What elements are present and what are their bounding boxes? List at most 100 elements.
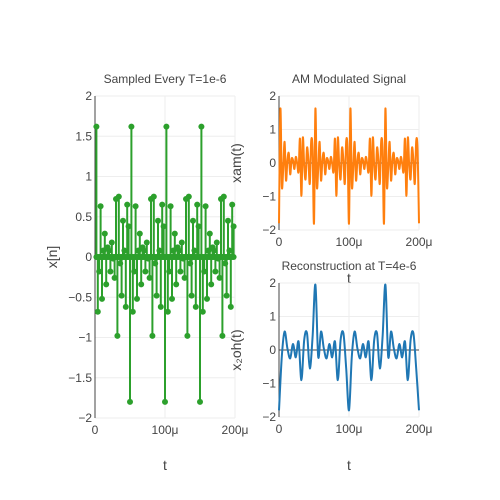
sampled-stem-marker (204, 295, 210, 302)
sampled-x-tick-label: 100μ (152, 423, 179, 437)
sampled-stem-marker (163, 123, 170, 130)
sampled-stem-marker (131, 268, 138, 275)
sampled-y-tick-label: 1.5 (75, 129, 92, 143)
sampled-subplot: Sampled Every T=1e-6 t x[n] 0 100μ 200μ −2 −… (44, 72, 249, 473)
sampled-stem-marker (156, 247, 163, 254)
am-line (278, 107, 420, 225)
sampled-stem-marker (96, 268, 103, 275)
sampled-stem-marker (162, 398, 168, 405)
sampled-tick-labels: 0 100μ 200μ −2 −1.5 −1 −0.5 0 0.5 1 1.5 2 (68, 89, 248, 437)
sampled-stem-marker (99, 295, 105, 302)
sampled-stem-marker (164, 308, 171, 315)
reconstruction-y-tick-label: 1 (269, 310, 276, 324)
sampled-y-tick-label: 1 (85, 170, 92, 184)
sampled-x-label: t (163, 457, 167, 473)
sampled-stem-marker (176, 247, 182, 254)
sampled-stem-marker (106, 247, 112, 254)
sampled-stem-marker (153, 292, 160, 299)
sampled-stem-marker (211, 247, 217, 254)
sampled-stem-marker (136, 230, 143, 237)
am-y-tick-label: −1 (262, 190, 276, 204)
am-y-tick-label: 1 (269, 123, 276, 137)
sampled-stem-marker (142, 268, 149, 275)
am-subplot: AM Modulated Signal xam(t) t 0 100μ 200μ −2… (228, 72, 433, 286)
sampled-stem-marker (143, 239, 150, 246)
am-x-tick-label: 200μ (406, 235, 433, 249)
am-x-label: t (347, 270, 351, 286)
sampled-x-tick-label: 200μ (222, 423, 249, 437)
sampled-stem-marker (229, 201, 236, 208)
sampled-stem-marker (103, 281, 110, 288)
sampled-y-tick-label: 0 (85, 250, 92, 264)
sampled-stem-marker (202, 203, 209, 210)
reconstruction-x-tick-label: 100μ (336, 422, 363, 436)
reconstruction-subplot: Reconstruction at T=4e-6 x₂oh(t) t 0 100μ… (228, 259, 433, 473)
sampled-stem-marker (216, 274, 223, 281)
sampled-title: Sampled Every T=1e-6 (104, 72, 227, 86)
sampled-stem-marker (171, 230, 178, 237)
reconstruction-y-tick-label: 0 (269, 343, 276, 357)
sampled-stem-marker (115, 193, 122, 200)
sampled-stem-marker (223, 292, 230, 299)
am-y-tick-label: −2 (262, 223, 276, 237)
sampled-stem-marker (141, 247, 147, 254)
sampled-stem-marker (120, 217, 126, 224)
sampled-stem-marker (118, 292, 125, 299)
sampled-stem-marker (157, 303, 164, 310)
sampled-stem-marker (121, 247, 128, 254)
sampled-stem-marker (93, 123, 100, 130)
sampled-stem-marker (167, 203, 174, 210)
sampled-stem-marker (129, 308, 136, 315)
sampled-series (93, 123, 237, 405)
sampled-stem-marker (220, 193, 227, 200)
am-x-tick-label: 100μ (336, 235, 363, 249)
sampled-stem-marker (184, 332, 191, 339)
sampled-stem-marker (107, 268, 114, 275)
sampled-stem-marker (230, 223, 237, 230)
sampled-stem-marker (212, 268, 219, 275)
sampled-stem-marker (132, 203, 139, 210)
reconstruction-x-label: t (347, 457, 351, 473)
sampled-y-tick-label: −1 (78, 331, 92, 345)
sampled-stem-marker (178, 239, 185, 246)
sampled-stem-marker (206, 230, 213, 237)
sampled-stem-marker (199, 308, 206, 315)
sampled-stem-marker (160, 223, 167, 230)
sampled-stem-marker (111, 274, 118, 281)
sampled-y-label: x[n] (44, 246, 60, 269)
sampled-y-tick-label: −1.5 (68, 371, 92, 385)
sampled-stem-marker (208, 281, 215, 288)
am-series (278, 107, 420, 225)
sampled-stem-marker (181, 274, 188, 281)
sampled-stem-marker (226, 247, 233, 254)
sampled-stem-marker (192, 303, 199, 310)
am-y-label: xam(t) (228, 143, 244, 183)
sampled-stem-marker (97, 203, 104, 210)
sampled-stem-marker (191, 247, 198, 254)
reconstruction-series (278, 283, 420, 412)
sampled-y-tick-label: −0.5 (68, 290, 92, 304)
sampled-stem-marker (127, 398, 133, 405)
sampled-stem-marker (150, 193, 157, 200)
am-y-tick-label: 0 (269, 156, 276, 170)
sampled-stem-marker (166, 268, 173, 275)
sampled-stem-marker (213, 239, 220, 246)
sampled-stem-marker (114, 332, 121, 339)
am-y-tick-label: 2 (269, 89, 276, 103)
sampled-stem-marker (125, 223, 132, 230)
sampled-stem-base-marker (230, 254, 237, 260)
sampled-stem-marker (198, 123, 205, 130)
reconstruction-x-tick-label: 0 (276, 422, 283, 436)
reconstruction-tick-labels: 0 100μ 200μ −2 −1 0 1 2 (262, 276, 432, 436)
am-tick-labels: 0 100μ 200μ −2 −1 0 1 2 (262, 89, 432, 249)
sampled-y-tick-label: −2 (78, 411, 92, 425)
sampled-stem-marker (108, 239, 115, 246)
sampled-stem-marker (94, 308, 101, 315)
sampled-stem-marker (195, 223, 202, 230)
sampled-stem-marker (197, 398, 203, 405)
reconstruction-x-tick-label: 200μ (406, 422, 433, 436)
sampled-y-tick-label: 0.5 (75, 210, 92, 224)
reconstruction-y-label: x₂oh(t) (228, 329, 244, 370)
sampled-stem-marker (159, 201, 166, 208)
